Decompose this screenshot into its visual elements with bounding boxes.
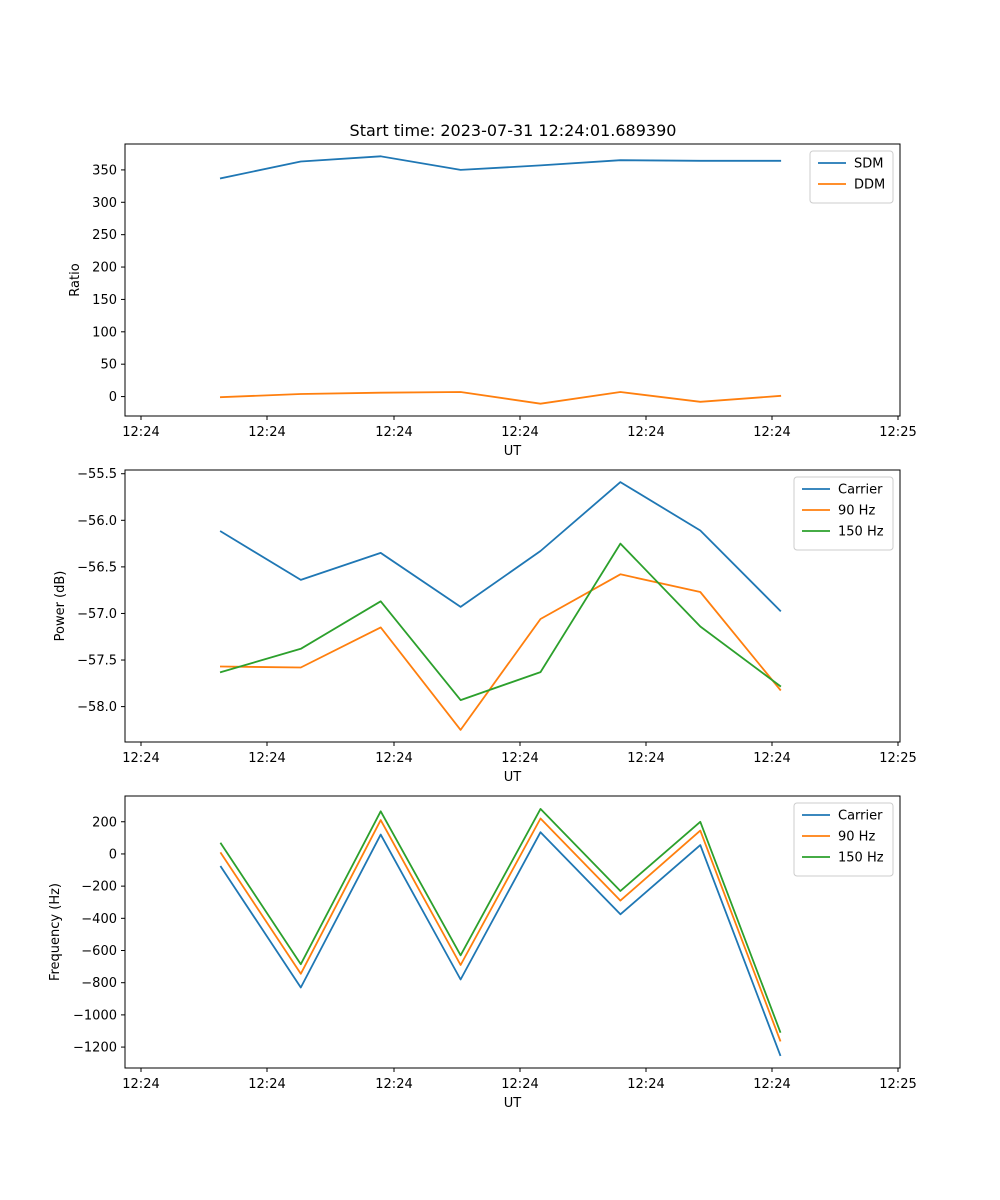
- y-tick-label: −57.5: [77, 654, 117, 669]
- series-line-3-3: [219, 808, 782, 1033]
- x-tick-label: 12:24: [122, 425, 159, 440]
- x-tick-label: 12:24: [753, 425, 790, 440]
- axes-frame: [124, 795, 901, 1069]
- y-axis-label: Power (dB): [53, 571, 68, 642]
- x-tick-label: 12:24: [122, 1077, 159, 1092]
- legend: SDM DDM: [809, 150, 894, 204]
- x-tick-label: 12:24: [501, 425, 538, 440]
- y-tick-label: −200: [81, 880, 117, 895]
- x-tick-label: 12:24: [627, 425, 664, 440]
- x-tick-label: 12:24: [375, 1077, 412, 1092]
- figure-title: Start time: 2023-07-31 12:24:01.689390: [350, 121, 677, 140]
- y-tick-label: −1000: [73, 1008, 117, 1023]
- x-tick-label: 12:24: [248, 751, 285, 766]
- x-tick-label: 12:24: [375, 751, 412, 766]
- x-tick-label: 12:25: [879, 425, 916, 440]
- chart-panel-3: 12:24 12:24 12:24 12:24 12:24 12:24 12:25 −1200…: [48, 795, 917, 1111]
- y-tick-label: −400: [81, 912, 117, 927]
- legend-label: Carrier: [838, 809, 883, 824]
- series-line-1-1: [219, 155, 782, 180]
- y-tick-label: 50: [100, 358, 117, 373]
- y-tick-label: −57.0: [77, 607, 117, 622]
- x-axis-label: UT: [504, 1096, 522, 1111]
- x-tick-label: 12:24: [501, 1077, 538, 1092]
- x-tick-label: 12:24: [248, 425, 285, 440]
- series-line-3-1: [219, 831, 782, 1057]
- legend-label: DDM: [854, 178, 885, 193]
- y-tick-label: 300: [92, 196, 117, 211]
- x-tick-label: 12:24: [627, 1077, 664, 1092]
- axes-frame: [124, 469, 901, 743]
- chart-panels: 12:24 12:24 12:24 12:24 12:24 12:24 12:25 0 50 10…: [48, 143, 917, 1111]
- x-tick-label: 12:25: [879, 1077, 916, 1092]
- legend-label: 150 Hz: [838, 851, 884, 866]
- y-tick-label: 350: [92, 163, 117, 178]
- y-tick-label: −56.0: [77, 514, 117, 529]
- x-tick-label: 12:25: [879, 751, 916, 766]
- y-tick-label: −600: [81, 944, 117, 959]
- legend-label: 90 Hz: [838, 830, 875, 845]
- y-axis-label: Ratio: [68, 263, 83, 296]
- axes-frame: [124, 143, 901, 417]
- x-tick-label: 12:24: [753, 751, 790, 766]
- y-tick-label: −1200: [73, 1041, 117, 1056]
- legend-label: SDM: [854, 157, 883, 172]
- series-line-2-3: [219, 542, 782, 701]
- x-axis-label: UT: [504, 444, 522, 459]
- x-axis-label: UT: [504, 770, 522, 785]
- y-tick-label: 100: [92, 325, 117, 340]
- y-tick-label: −800: [81, 976, 117, 991]
- y-tick-label: 0: [109, 847, 117, 862]
- legend: Carrier 90 Hz 150 Hz: [793, 476, 894, 551]
- legend-box: [809, 150, 894, 204]
- x-tick-label: 12:24: [501, 751, 538, 766]
- y-tick-label: 0: [109, 390, 117, 405]
- x-tick-label: 12:24: [248, 1077, 285, 1092]
- y-tick-label: −55.5: [77, 467, 117, 482]
- legend-label: 150 Hz: [838, 525, 884, 540]
- y-tick-label: −56.5: [77, 560, 117, 575]
- series-line-2-1: [219, 481, 782, 612]
- legend-label: 90 Hz: [838, 504, 875, 519]
- series-line-3-2: [219, 817, 782, 1042]
- y-axis-label: Frequency (Hz): [48, 883, 63, 981]
- x-tick-label: 12:24: [375, 425, 412, 440]
- series-line-2-2: [219, 573, 782, 731]
- y-tick-label: 150: [92, 293, 117, 308]
- x-tick-label: 12:24: [753, 1077, 790, 1092]
- x-tick-label: 12:24: [122, 751, 159, 766]
- y-tick-label: 200: [92, 815, 117, 830]
- legend: Carrier 90 Hz 150 Hz: [793, 802, 894, 877]
- y-tick-label: 250: [92, 228, 117, 243]
- legend-label: Carrier: [838, 483, 883, 498]
- chart-panel-1: 12:24 12:24 12:24 12:24 12:24 12:24 12:25 0 50 10…: [68, 143, 917, 459]
- y-tick-label: −58.0: [77, 700, 117, 715]
- chart-panel-2: 12:24 12:24 12:24 12:24 12:24 12:24 12:25 −58.0…: [53, 467, 917, 785]
- series-line-1-2: [219, 391, 782, 405]
- y-tick-label: 200: [92, 261, 117, 276]
- x-tick-label: 12:24: [627, 751, 664, 766]
